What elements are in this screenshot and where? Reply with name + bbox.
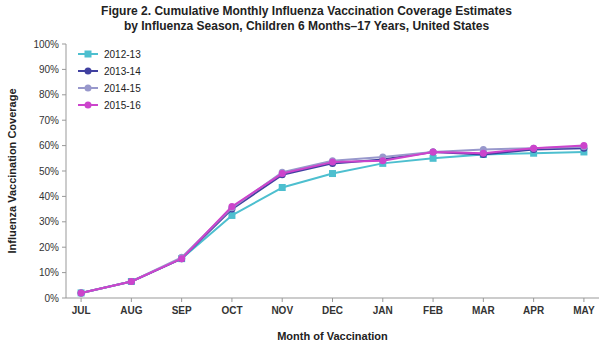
- chart: Figure 2. Cumulative Monthly Influenza V…: [0, 0, 613, 350]
- y-tick-label: 20%: [39, 242, 59, 253]
- legend-marker: [85, 102, 92, 109]
- x-tick: [282, 298, 283, 302]
- marker: [279, 170, 286, 177]
- marker: [228, 212, 235, 219]
- legend-label: 2013-14: [104, 66, 141, 77]
- series-line: [81, 146, 584, 293]
- title: Figure 2. Cumulative Monthly Influenza V…: [101, 4, 512, 33]
- legend-marker: [85, 85, 92, 92]
- marker: [178, 255, 185, 262]
- series-line: [81, 152, 584, 293]
- y-tick-label: 60%: [39, 140, 59, 151]
- x-tick: [332, 298, 333, 302]
- marker: [430, 148, 437, 155]
- marker: [78, 289, 85, 296]
- x-tick: [433, 298, 434, 302]
- x-tick-label: AUG: [120, 305, 142, 316]
- y-axis-label: Influenza Vaccination Coverage: [6, 88, 18, 253]
- marker: [178, 255, 185, 262]
- marker: [329, 170, 336, 177]
- y-tick-label: 90%: [39, 64, 59, 75]
- x-tick-label: APR: [523, 305, 545, 316]
- x-tick-label: NOV: [271, 305, 293, 316]
- y-tick-label: 10%: [39, 267, 59, 278]
- series-line: [81, 148, 584, 293]
- y-tick: [62, 145, 66, 146]
- y-tick: [62, 44, 66, 45]
- y-tick: [62, 247, 66, 248]
- legend: 2012-13 2013-14 2014-15 2015-16: [78, 49, 141, 111]
- x-tick-label: SEP: [172, 305, 192, 316]
- x-tick: [583, 298, 584, 302]
- legend-marker: [85, 68, 92, 75]
- marker: [430, 148, 437, 155]
- legend-label: 2012-13: [104, 49, 141, 60]
- y-tick: [62, 298, 66, 299]
- y-tick: [62, 221, 66, 222]
- x-tick-label: DEC: [322, 305, 343, 316]
- marker: [480, 150, 487, 157]
- y-tick: [62, 196, 66, 197]
- marker: [178, 255, 185, 262]
- marker: [78, 289, 85, 296]
- y-tick: [62, 94, 66, 95]
- x-tick-label: OCT: [221, 305, 242, 316]
- y-tick-label: 50%: [39, 166, 59, 177]
- legend-label: 2015-16: [104, 100, 141, 111]
- marker: [430, 155, 437, 162]
- marker: [128, 278, 135, 285]
- x-tick: [81, 298, 82, 302]
- x-tick-label: JAN: [373, 305, 393, 316]
- title-line: by Influenza Season, Children 6 Months–1…: [124, 19, 490, 33]
- y-tick-label: 70%: [39, 115, 59, 126]
- x-tick-label: JUL: [72, 305, 91, 316]
- y-tick-label: 0%: [45, 293, 60, 304]
- marker: [530, 145, 537, 152]
- marker: [128, 278, 135, 285]
- x-tick: [131, 298, 132, 302]
- title-line: Figure 2. Cumulative Monthly Influenza V…: [101, 4, 512, 18]
- marker: [78, 289, 85, 296]
- marker: [279, 184, 286, 191]
- y-tick-label: 100%: [33, 39, 59, 50]
- marker: [228, 203, 235, 210]
- y-tick-label: 40%: [39, 191, 59, 202]
- x-tick: [181, 298, 182, 302]
- x-tick: [382, 298, 383, 302]
- legend-marker: [85, 51, 92, 58]
- marker: [430, 148, 437, 155]
- marker: [329, 159, 336, 166]
- marker: [78, 289, 85, 296]
- x-tick-label: MAR: [472, 305, 496, 316]
- y-tick: [62, 272, 66, 273]
- plot-area: [78, 142, 588, 296]
- x-tick-label: FEB: [423, 305, 443, 316]
- y-tick: [62, 120, 66, 121]
- marker: [530, 145, 537, 152]
- x-tick: [533, 298, 534, 302]
- legend-label: 2014-15: [104, 83, 141, 94]
- y-tick-label: 30%: [39, 216, 59, 227]
- marker: [580, 142, 587, 149]
- y-tick: [62, 171, 66, 172]
- y-tick: [62, 69, 66, 70]
- marker: [379, 157, 386, 164]
- x-axis-label: Month of Vaccination: [277, 330, 388, 342]
- marker: [128, 278, 135, 285]
- x-tick: [483, 298, 484, 302]
- x-tick: [231, 298, 232, 302]
- y-tick-label: 80%: [39, 89, 59, 100]
- x-tick-label: MAY: [573, 305, 595, 316]
- marker: [128, 278, 135, 285]
